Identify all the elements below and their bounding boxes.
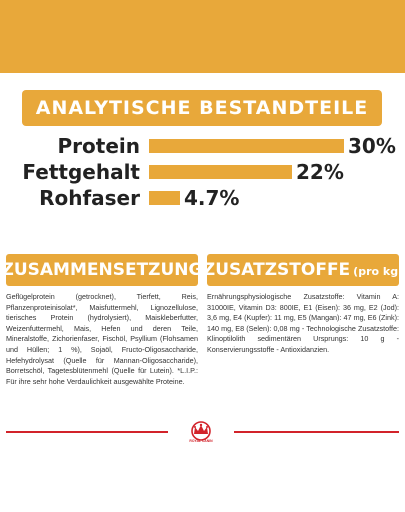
- nutrient-label: Rohfaser: [39, 186, 140, 210]
- nutrient-row-rohfaser: Rohfaser 4.7%: [0, 186, 405, 210]
- nutrient-bar: [149, 191, 180, 205]
- nutrient-label: Fettgehalt: [22, 160, 140, 184]
- nutrient-value: 30%: [348, 134, 396, 158]
- crown-icon: [191, 421, 211, 441]
- additives-title: ZUSATZSTOFFE: [202, 260, 351, 280]
- header-strip: [0, 0, 405, 73]
- nutrient-bar: [149, 139, 344, 153]
- footer-line-right: [234, 431, 399, 433]
- brand-logo-text: ROYAL CANIN: [189, 439, 213, 443]
- additives-unit: (pro kg): [353, 264, 404, 278]
- footer-line-left: [6, 431, 168, 433]
- nutrient-row-fettgehalt: Fettgehalt 22%: [0, 160, 405, 184]
- nutrient-value: 22%: [296, 160, 344, 184]
- nutrient-value: 4.7%: [184, 186, 240, 210]
- composition-title: ZUSAMMENSETZUNG: [1, 260, 203, 280]
- brand-logo: ROYAL CANIN: [189, 421, 213, 443]
- nutrient-label: Protein: [57, 134, 140, 158]
- additives-heading: ZUSATZSTOFFE (pro kg): [203, 254, 403, 286]
- additives-text: Ernährungsphysiologische Zusatzstoffe: V…: [207, 292, 399, 354]
- section-title-analytical: ANALYTISCHE BESTANDTEILE: [22, 90, 382, 126]
- section-title-text: ANALYTISCHE BESTANDTEILE: [35, 97, 369, 119]
- nutrient-row-protein: Protein 30%: [0, 134, 405, 158]
- composition-heading: ZUSAMMENSETZUNG: [2, 254, 203, 286]
- composition-text: Geflügelprotein (getrocknet), Tierfett, …: [6, 292, 198, 386]
- nutrient-bar: [149, 165, 292, 179]
